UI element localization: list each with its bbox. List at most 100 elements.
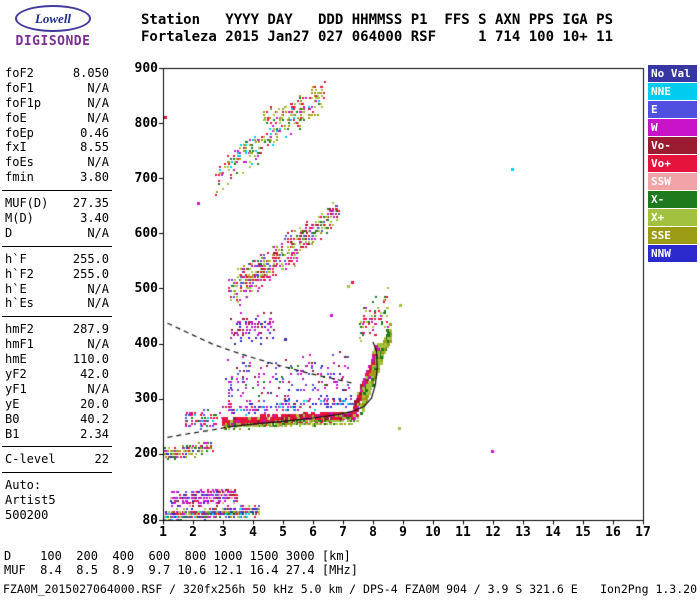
x-tick-label: 7: [339, 525, 347, 540]
param-value: N/A: [87, 95, 109, 110]
muf-distance-row: D 100 200 400 600 800 1000 1500 3000 [km…: [4, 549, 351, 563]
legend-item-nnw: NNW: [648, 245, 697, 262]
param-label: h`Es: [5, 296, 34, 311]
param-label: foF1p: [5, 95, 42, 110]
x-tick-label: 16: [605, 525, 621, 540]
param-label: foEp: [5, 125, 34, 140]
param-label: yF2: [5, 367, 27, 382]
param-row: fxI 8.55: [2, 140, 112, 155]
ionogram-plot: [155, 60, 652, 530]
param-row: h`Es N/A: [2, 296, 112, 311]
param-label: hmF1: [5, 337, 34, 352]
x-tick-label: 11: [455, 525, 471, 540]
x-tick-label: 1: [159, 525, 167, 540]
param-row: yF1 N/A: [2, 382, 112, 397]
lowell-logo-oval: Lowell: [15, 5, 91, 32]
x-tick-label: 6: [309, 525, 317, 540]
param-value: 40.2: [80, 411, 109, 426]
param-row: C-level 22: [2, 452, 112, 467]
param-value: N/A: [87, 110, 109, 125]
param-label: foE: [5, 110, 27, 125]
legend-item-x-: X-: [648, 191, 697, 208]
direction-color-legend: No Val NNE E W Vo- Vo+ SSW X- X+ SSE NNW: [648, 65, 697, 263]
param-group: hmF2 287.9 hmF1 N/A hmE 110.0 yF2 42.0 yF1 N/A yE 2…: [2, 320, 112, 448]
param-value: N/A: [87, 80, 109, 95]
y-tick-label: 600: [134, 225, 158, 241]
param-value: N/A: [87, 337, 109, 352]
param-label: h`F: [5, 251, 27, 266]
param-row: 500200: [2, 508, 112, 523]
muf-values-row: MUF 8.4 8.5 8.9 9.7 10.6 12.1 16.4 27.4 …: [4, 563, 359, 577]
param-row: hmF2 287.9: [2, 322, 112, 337]
param-label: yE: [5, 396, 20, 411]
param-label: M(D): [5, 211, 34, 226]
x-tick-label: 4: [249, 525, 257, 540]
param-row: hmF1 N/A: [2, 337, 112, 352]
y-tick-label: 300: [134, 391, 158, 407]
param-row: Artist5: [2, 493, 112, 508]
param-group: h`F 255.0 h`F2 255.0 h`E N/A h`Es N/A: [2, 250, 112, 318]
legend-item-w: W: [648, 119, 697, 136]
param-label: B0: [5, 411, 20, 426]
parameter-panel: foF2 8.050 foF1 N/A foF1p N/A foE N/A foEp 0.46 fx…: [2, 64, 112, 531]
param-label: Auto:: [5, 478, 42, 493]
x-tick-label: 17: [635, 525, 651, 540]
param-label: foF1: [5, 80, 34, 95]
param-label: B1: [5, 426, 20, 441]
param-row: foEs N/A: [2, 155, 112, 170]
legend-item-sse: SSE: [648, 227, 697, 244]
param-value: N/A: [87, 155, 109, 170]
legend-item-e: E: [648, 101, 697, 118]
lowell-digisonde-logo: Lowell DIGISONDE: [4, 5, 102, 49]
param-row: h`F 255.0: [2, 252, 112, 267]
x-tick-label: 3: [219, 525, 227, 540]
x-tick-label: 10: [425, 525, 441, 540]
param-row: M(D) 3.40: [2, 211, 112, 226]
param-label: MUF(D): [5, 196, 49, 211]
param-label: h`E: [5, 281, 27, 296]
param-row: B0 40.2: [2, 412, 112, 427]
param-row: MUF(D) 27.35: [2, 196, 112, 211]
param-row: Auto:: [2, 478, 112, 493]
param-row: foF1 N/A: [2, 81, 112, 96]
param-value: 287.9: [72, 322, 109, 337]
param-value: N/A: [87, 281, 109, 296]
x-tick-label: 12: [485, 525, 501, 540]
param-row: foEp 0.46: [2, 126, 112, 141]
y-tick-label: 80: [142, 512, 158, 528]
param-group: foF2 8.050 foF1 N/A foF1p N/A foE N/A foEp 0.46 fx…: [2, 64, 112, 192]
param-label: hmF2: [5, 322, 34, 337]
param-row: foF1p N/A: [2, 96, 112, 111]
param-value: N/A: [87, 296, 109, 311]
param-label: Artist5: [5, 493, 56, 508]
x-tick-label: 2: [189, 525, 197, 540]
legend-item-vo-: Vo-: [648, 137, 697, 154]
legend-item-vo+: Vo+: [648, 155, 697, 172]
param-value: 8.050: [72, 66, 109, 80]
y-tick-label: 400: [134, 336, 158, 352]
x-tick-label: 15: [575, 525, 591, 540]
param-value: 22: [94, 452, 109, 467]
x-tick-label: 13: [515, 525, 531, 540]
param-row: yF2 42.0: [2, 367, 112, 382]
status-version: Ion2Png 1.3.20: [600, 582, 697, 596]
status-bar: FZA0M_2015027064000.RSF / 320fx256h 50 k…: [3, 582, 697, 596]
digisonde-logo-text: DIGISONDE: [15, 34, 91, 49]
param-value: 8.55: [80, 140, 109, 155]
param-group: C-level 22: [2, 450, 112, 474]
param-value: 255.0: [72, 251, 109, 266]
header-column-titles: Station YYYY DAY DDD HHMMSS P1 FFS S AXN…: [141, 12, 614, 28]
param-row: hmE 110.0: [2, 352, 112, 367]
param-row: foE N/A: [2, 111, 112, 126]
status-file-info: FZA0M_2015027064000.RSF / 320fx256h 50 k…: [3, 582, 578, 596]
legend-item-nne: NNE: [648, 83, 697, 100]
param-row: fmin 3.80: [2, 170, 112, 185]
param-label: D: [5, 225, 13, 240]
param-label: C-level: [5, 452, 56, 467]
param-label: h`F2: [5, 266, 34, 281]
param-value: 27.35: [72, 196, 109, 211]
param-row: foF2 8.050: [2, 66, 112, 81]
param-value: 20.0: [80, 396, 109, 411]
x-tick-label: 8: [369, 525, 377, 540]
header-station-values: Fortaleza 2015 Jan27 027 064000 RSF 1 71…: [141, 29, 614, 45]
